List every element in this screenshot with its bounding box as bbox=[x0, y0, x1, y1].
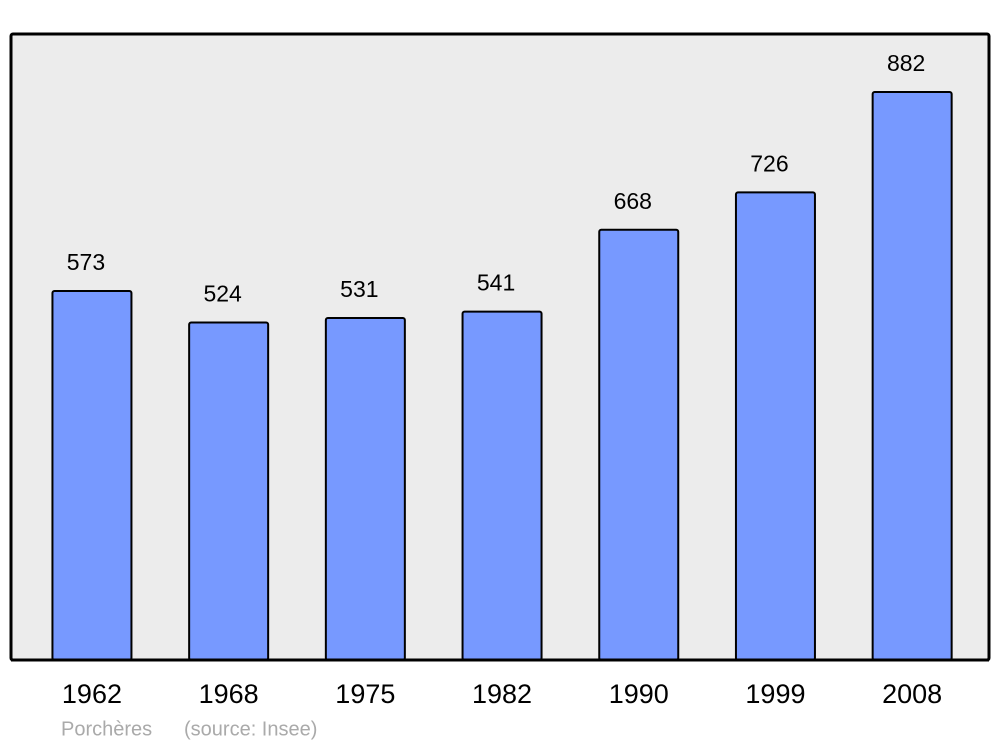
x-tick-label: 1999 bbox=[745, 679, 805, 709]
value-label: 668 bbox=[614, 188, 652, 214]
value-label: 726 bbox=[750, 151, 788, 177]
value-label: 882 bbox=[887, 50, 925, 76]
bar bbox=[598, 228, 680, 661]
x-tick-label: 1982 bbox=[472, 679, 532, 709]
bar bbox=[734, 191, 816, 661]
bar bbox=[871, 90, 953, 662]
value-label: 524 bbox=[203, 281, 242, 307]
place-name: Porchères bbox=[61, 718, 152, 740]
value-label: 573 bbox=[67, 249, 105, 275]
bar bbox=[324, 317, 406, 661]
x-tick-label: 1990 bbox=[609, 679, 669, 709]
x-tick-label: 2008 bbox=[882, 679, 942, 709]
value-label: 541 bbox=[477, 270, 515, 296]
x-tick-label: 1962 bbox=[62, 679, 122, 709]
x-tick-label: 1975 bbox=[335, 679, 395, 709]
value-label: 531 bbox=[340, 276, 378, 302]
x-tick-label: 1968 bbox=[199, 679, 259, 709]
bar bbox=[461, 310, 543, 661]
bar bbox=[51, 289, 133, 661]
bar bbox=[188, 321, 270, 661]
source-note: (source: Insee) bbox=[184, 718, 317, 740]
